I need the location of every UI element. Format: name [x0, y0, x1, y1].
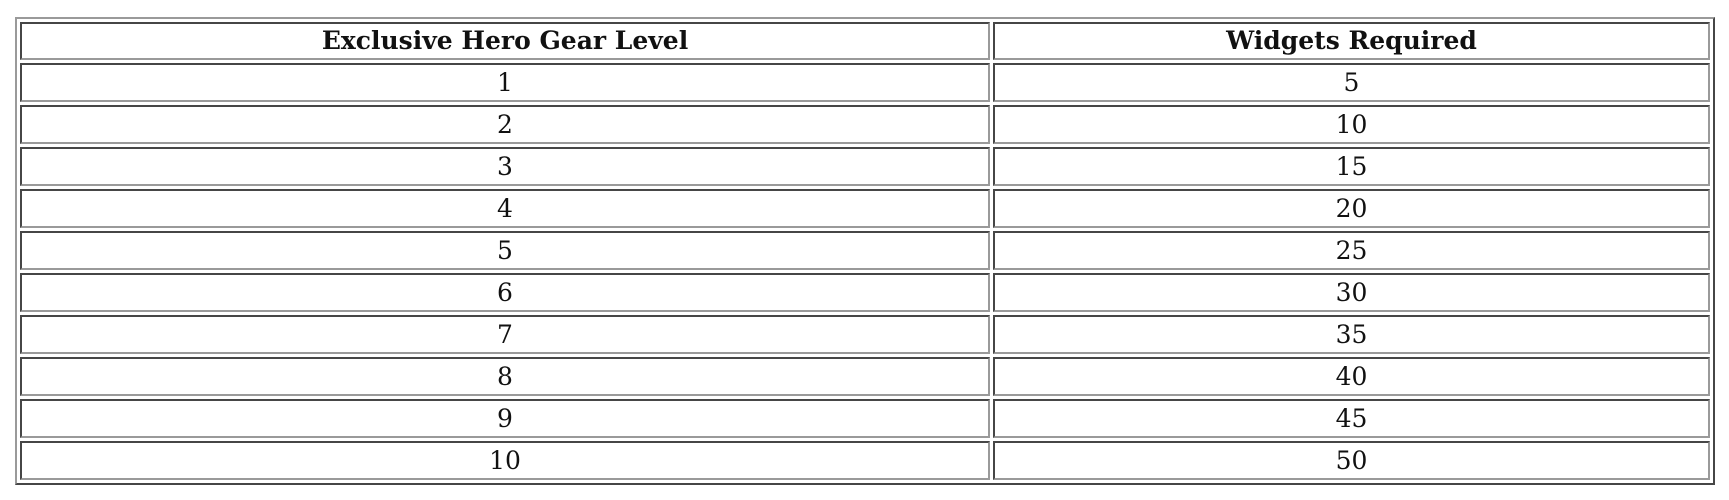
cell-gear-level: 2 — [20, 105, 991, 144]
header-gear-level: Exclusive Hero Gear Level — [20, 22, 991, 60]
cell-gear-level: 7 — [20, 315, 991, 354]
header-row: Exclusive Hero Gear Level Widgets Requir… — [20, 22, 1710, 60]
table-row: 4 20 — [20, 189, 1710, 228]
cell-widgets-required: 35 — [993, 315, 1710, 354]
cell-gear-level: 10 — [20, 441, 991, 480]
cell-widgets-required: 25 — [993, 231, 1710, 270]
table-row: 8 40 — [20, 357, 1710, 396]
cell-gear-level: 8 — [20, 357, 991, 396]
cell-widgets-required: 15 — [993, 147, 1710, 186]
cell-widgets-required: 50 — [993, 441, 1710, 480]
gear-widgets-table: Exclusive Hero Gear Level Widgets Requir… — [15, 17, 1715, 485]
cell-gear-level: 5 — [20, 231, 991, 270]
cell-gear-level: 1 — [20, 63, 991, 102]
cell-widgets-required: 40 — [993, 357, 1710, 396]
table-row: 7 35 — [20, 315, 1710, 354]
cell-gear-level: 9 — [20, 399, 991, 438]
cell-widgets-required: 5 — [993, 63, 1710, 102]
cell-widgets-required: 45 — [993, 399, 1710, 438]
table-row: 5 25 — [20, 231, 1710, 270]
table-container: Exclusive Hero Gear Level Widgets Requir… — [15, 17, 1715, 485]
table-row: 2 10 — [20, 105, 1710, 144]
cell-gear-level: 4 — [20, 189, 991, 228]
cell-gear-level: 3 — [20, 147, 991, 186]
cell-widgets-required: 20 — [993, 189, 1710, 228]
cell-gear-level: 6 — [20, 273, 991, 312]
table-row: 9 45 — [20, 399, 1710, 438]
table-row: 6 30 — [20, 273, 1710, 312]
table-row: 10 50 — [20, 441, 1710, 480]
cell-widgets-required: 10 — [993, 105, 1710, 144]
table-row: 3 15 — [20, 147, 1710, 186]
header-widgets-required: Widgets Required — [993, 22, 1710, 60]
cell-widgets-required: 30 — [993, 273, 1710, 312]
